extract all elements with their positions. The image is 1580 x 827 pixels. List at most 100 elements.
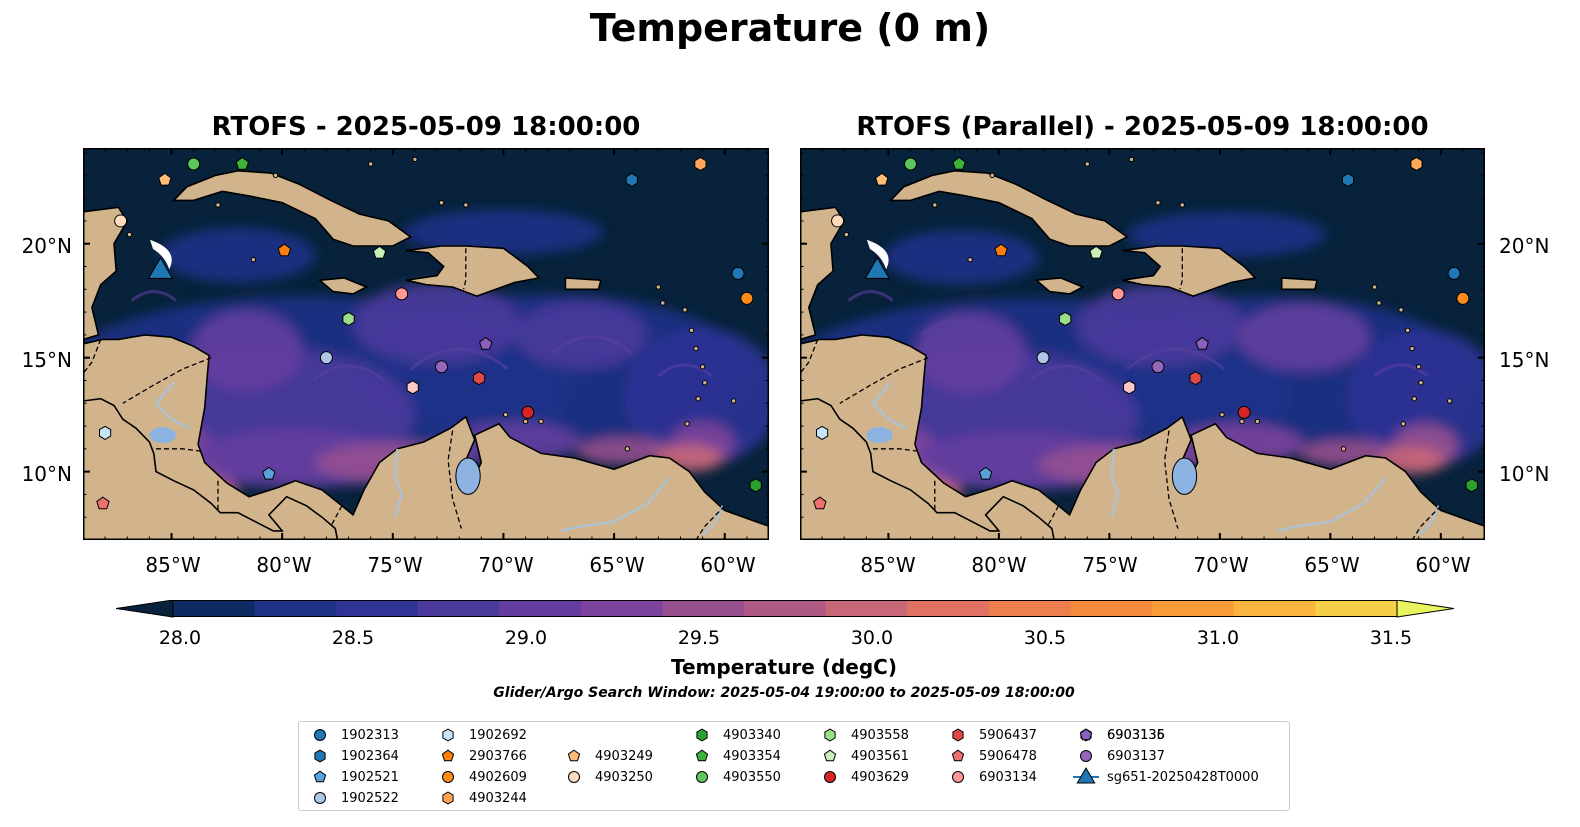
legend-pentagon-icon[interactable] xyxy=(823,749,837,762)
argo-float-4902609[interactable] xyxy=(740,291,754,305)
argo-float-4903249[interactable] xyxy=(158,172,172,186)
lat-tick-left: 20°N xyxy=(21,234,72,258)
argo-float-4903354[interactable] xyxy=(952,156,966,170)
small-island xyxy=(538,418,544,425)
colorbar-segment xyxy=(1152,600,1235,617)
colorbar-segment xyxy=(336,600,419,617)
legend-hexagon-icon[interactable] xyxy=(696,728,708,742)
colorbar-tick-label: 31.0 xyxy=(1196,627,1240,649)
legend-pentagon-icon[interactable] xyxy=(951,749,965,762)
legend-pentagon-icon[interactable] xyxy=(313,770,327,783)
argo-float-4903250[interactable] xyxy=(831,214,845,228)
legend-circle-icon[interactable] xyxy=(442,771,454,783)
legend-circle-icon[interactable] xyxy=(952,771,964,783)
argo-float-4903244[interactable] xyxy=(694,156,707,171)
argo-float-6903136[interactable] xyxy=(479,336,493,350)
argo-float-4903354[interactable] xyxy=(235,156,250,170)
argo-float-4903340[interactable] xyxy=(1465,478,1478,493)
map-panel-rtofs-parallel[interactable] xyxy=(800,148,1485,540)
legend-hexagon-icon[interactable] xyxy=(442,728,454,742)
argo-float-1902521[interactable] xyxy=(262,466,276,480)
lake-nicaragua xyxy=(866,427,893,444)
argo-float-4903249[interactable] xyxy=(875,172,889,186)
argo-float-1902522[interactable] xyxy=(319,351,333,365)
legend-circle-icon[interactable] xyxy=(696,771,708,783)
legend-circle-icon[interactable] xyxy=(568,771,580,783)
argo-float-6903135[interactable] xyxy=(406,380,419,395)
glider-marker[interactable] xyxy=(864,256,891,279)
legend-item: 1902313 xyxy=(307,725,399,745)
legend-item: 6903137 xyxy=(1073,746,1165,766)
argo-float-4903340[interactable] xyxy=(749,478,762,493)
colorbar xyxy=(116,600,1454,618)
argo-float-2903766[interactable] xyxy=(994,243,1008,257)
small-island xyxy=(1446,398,1453,404)
argo-float-4902609[interactable] xyxy=(1456,291,1470,305)
argo-float-4903244[interactable] xyxy=(1410,156,1423,171)
argo-float-6903137[interactable] xyxy=(1151,360,1165,374)
argo-float-1902521[interactable] xyxy=(978,466,993,480)
argo-float-1902364[interactable] xyxy=(625,172,638,187)
argo-float-2903766[interactable] xyxy=(277,243,292,257)
argo-float-1902313[interactable] xyxy=(1447,266,1461,280)
argo-float-5906478[interactable] xyxy=(96,496,110,510)
country-border xyxy=(83,339,102,374)
legend-hexagon-icon[interactable] xyxy=(952,728,964,742)
argo-float-1902313[interactable] xyxy=(731,266,745,280)
glider-marker[interactable] xyxy=(147,256,174,279)
country-border xyxy=(872,448,918,452)
argo-float-1902522[interactable] xyxy=(1036,351,1050,365)
small-island xyxy=(1416,364,1422,370)
lat-tick-right: 20°N xyxy=(1499,234,1550,258)
legend-item: 2903766 xyxy=(435,746,527,766)
argo-float-5906437[interactable] xyxy=(1189,371,1202,386)
small-island xyxy=(699,364,706,370)
legend-circle-icon[interactable] xyxy=(314,792,326,804)
legend-label: 4903244 xyxy=(469,790,527,806)
legend-pentagon-icon[interactable] xyxy=(567,749,581,762)
legend-circle-icon[interactable] xyxy=(314,729,326,741)
temperature-patch xyxy=(352,282,522,365)
colorbar-tick-label: 29.5 xyxy=(677,627,721,649)
colorbar-tick-label: 28.0 xyxy=(158,627,202,649)
argo-float-4903561[interactable] xyxy=(372,245,387,259)
legend-label: 2903766 xyxy=(469,748,527,764)
argo-float-4903629[interactable] xyxy=(521,405,535,419)
legend-hexagon-icon[interactable] xyxy=(442,791,454,805)
legend-pentagon-icon[interactable] xyxy=(1079,728,1093,741)
argo-float-4903558[interactable] xyxy=(342,311,355,326)
legend-item: 1902521 xyxy=(307,767,399,787)
tick-marks xyxy=(800,148,1485,540)
argo-float-4903561[interactable] xyxy=(1089,245,1103,259)
legend-glider-icon[interactable] xyxy=(1076,767,1096,784)
argo-float-5906478[interactable] xyxy=(813,496,827,510)
legend-hexagon-icon[interactable] xyxy=(824,728,836,742)
argo-float-1902692[interactable] xyxy=(816,425,829,440)
argo-float-4903558[interactable] xyxy=(1059,311,1072,326)
circle-marker-icon xyxy=(696,771,708,783)
argo-float-4903550[interactable] xyxy=(903,157,917,171)
argo-float-6903137[interactable] xyxy=(434,360,448,374)
river xyxy=(1417,505,1440,537)
legend-pentagon-icon[interactable] xyxy=(695,749,709,762)
legend-circle-icon[interactable] xyxy=(1080,750,1092,762)
legend-circle-icon[interactable] xyxy=(824,771,836,783)
argo-float-6903136[interactable] xyxy=(1195,336,1209,350)
argo-float-1902692[interactable] xyxy=(99,425,112,440)
land-puertorico xyxy=(564,277,602,291)
map-panel-rtofs[interactable] xyxy=(83,148,769,540)
argo-float-4903250[interactable] xyxy=(114,214,128,228)
argo-float-6903134[interactable] xyxy=(395,287,409,301)
argo-float-4903550[interactable] xyxy=(187,157,201,171)
argo-float-6903134[interactable] xyxy=(1111,287,1125,301)
legend-hexagon-icon[interactable] xyxy=(314,749,326,763)
argo-float-6903135[interactable] xyxy=(1123,380,1136,395)
country-border xyxy=(695,505,726,540)
legend-pentagon-icon[interactable] xyxy=(441,749,455,762)
argo-float-5906437[interactable] xyxy=(473,371,486,386)
argo-float-1902364[interactable] xyxy=(1341,172,1355,187)
river xyxy=(1110,448,1120,518)
country-border xyxy=(800,339,819,374)
argo-float-4903629[interactable] xyxy=(1237,405,1251,419)
colorbar-segment xyxy=(662,600,745,617)
